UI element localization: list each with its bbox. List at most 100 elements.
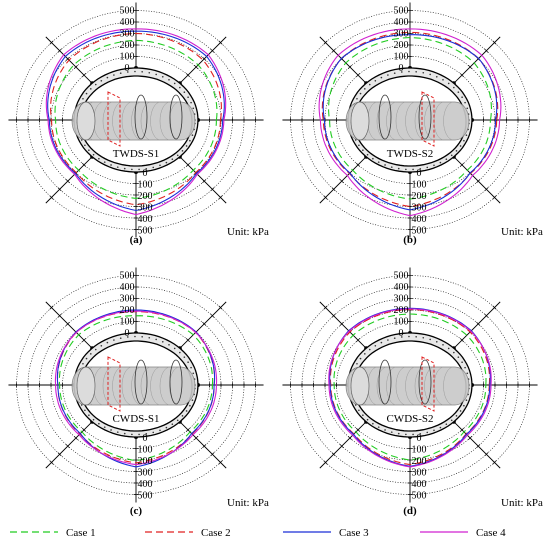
series-case-1: [54, 39, 218, 199]
lining-texture: [359, 357, 362, 360]
scale-label-top: 100: [120, 52, 135, 63]
axis-tick: [185, 427, 190, 432]
scale-label-bottom: 400: [412, 214, 427, 225]
panel-cwds-s2: 50040030020010000100200300400500CWDS-S2U…: [282, 267, 543, 517]
lining-texture: [433, 429, 435, 432]
scale-label-top: 400: [394, 17, 409, 28]
axis-tick: [210, 313, 215, 318]
lining-texture: [171, 423, 174, 426]
scale-label-bottom: 100: [412, 445, 427, 456]
lining-texture: [183, 356, 186, 358]
lining-texture: [116, 166, 119, 168]
lining-texture: [131, 433, 133, 436]
scale-label-top: 100: [394, 52, 409, 63]
lining-texture: [439, 161, 442, 164]
scale-label-top: 100: [394, 317, 409, 328]
lining-texture: [179, 86, 181, 89]
panel-section-label: CWDS-S1: [112, 413, 159, 425]
lining-texture: [113, 74, 115, 76]
lining-texture: [358, 409, 360, 412]
grid-ring: [27, 286, 245, 484]
lining-texture: [429, 338, 431, 341]
grid-ring: [290, 10, 530, 230]
lining-texture: [408, 70, 410, 73]
scale-label-bottom: 300: [412, 468, 427, 479]
lining-texture: [148, 71, 151, 74]
lining-texture: [92, 418, 95, 421]
legend-label-4: Case 4: [476, 527, 506, 539]
lining-texture: [422, 71, 425, 74]
axis-tick: [210, 452, 215, 457]
grid-ring: [301, 21, 519, 219]
radial-axis: [45, 301, 94, 350]
axis-tick: [65, 179, 70, 184]
lining-texture: [397, 167, 400, 170]
panel-twds-s1: 50040030020010000100200300400500TWDS-S1U…: [8, 2, 269, 246]
lining-texture: [377, 161, 380, 163]
axis-tick: [323, 305, 328, 310]
panel-twds-s2: 50040030020010000100200300400500TWDS-S2U…: [282, 2, 543, 246]
scale-label-bottom: 300: [138, 203, 153, 214]
scale-label-bottom: 0: [417, 168, 422, 179]
lining-texture: [173, 82, 176, 85]
lining-texture: [106, 341, 109, 344]
lining-texture: [168, 78, 170, 81]
axis-tick: [82, 73, 87, 78]
lining-texture: [90, 88, 92, 90]
lining-texture: [415, 70, 417, 73]
axis-tick: [194, 436, 199, 441]
radial-axis: [452, 36, 501, 85]
axis-tick: [492, 305, 497, 310]
lining-texture: [415, 335, 417, 338]
scale-label-top: 400: [120, 17, 135, 28]
lining-texture: [447, 82, 450, 85]
axis-tick: [476, 444, 481, 449]
lining-texture: [433, 164, 435, 167]
axis-tick: [484, 187, 489, 192]
axis-tick: [492, 460, 497, 465]
lining-texture: [465, 399, 468, 401]
panel-cwds-s1: 50040030020010000100200300400500CWDS-S1U…: [8, 267, 269, 517]
lining-texture: [377, 426, 380, 428]
lining-texture: [192, 372, 195, 375]
radial-axis: [178, 420, 227, 469]
lining-texture: [116, 431, 119, 433]
axis-tick: [49, 305, 54, 310]
lining-texture: [366, 153, 369, 156]
lining-texture: [356, 97, 358, 100]
axis-tick: [210, 187, 215, 192]
tunnel-illustration: [71, 356, 196, 412]
scale-label-top: 300: [394, 294, 409, 305]
legend-label-3: Case 3: [339, 527, 369, 539]
axis-tick: [331, 313, 336, 318]
lining-texture: [419, 432, 422, 435]
lining-texture: [141, 335, 143, 338]
lining-texture: [187, 96, 189, 99]
scale-label-bottom: 500: [412, 491, 427, 502]
scale-label-top: 0: [399, 328, 404, 339]
lining-texture: [372, 157, 374, 160]
axis-tick: [57, 48, 62, 53]
legend-label-2: Case 2: [201, 527, 231, 539]
panel-section-label: TWDS-S1: [113, 148, 159, 160]
lining-texture: [100, 79, 103, 82]
axis-tick: [49, 40, 54, 45]
axis-tick: [218, 40, 223, 45]
scale-label-bottom: 400: [138, 214, 153, 225]
axis-tick: [484, 48, 489, 53]
series-case-2: [321, 31, 499, 208]
scale-label-bottom: 100: [138, 445, 153, 456]
scale-label-bottom: 0: [143, 433, 148, 444]
unit-label: Unit: kPa: [227, 226, 269, 238]
grid-ring: [16, 275, 256, 495]
lining-texture: [119, 72, 122, 74]
axis-tick: [347, 64, 352, 69]
legend-label-1: Case 1: [66, 527, 96, 539]
lining-texture: [119, 337, 122, 339]
lining-texture: [82, 362, 84, 365]
axis-tick: [218, 195, 223, 200]
lining-texture: [98, 422, 100, 425]
lining-texture: [412, 168, 414, 171]
lining-texture: [152, 431, 155, 434]
